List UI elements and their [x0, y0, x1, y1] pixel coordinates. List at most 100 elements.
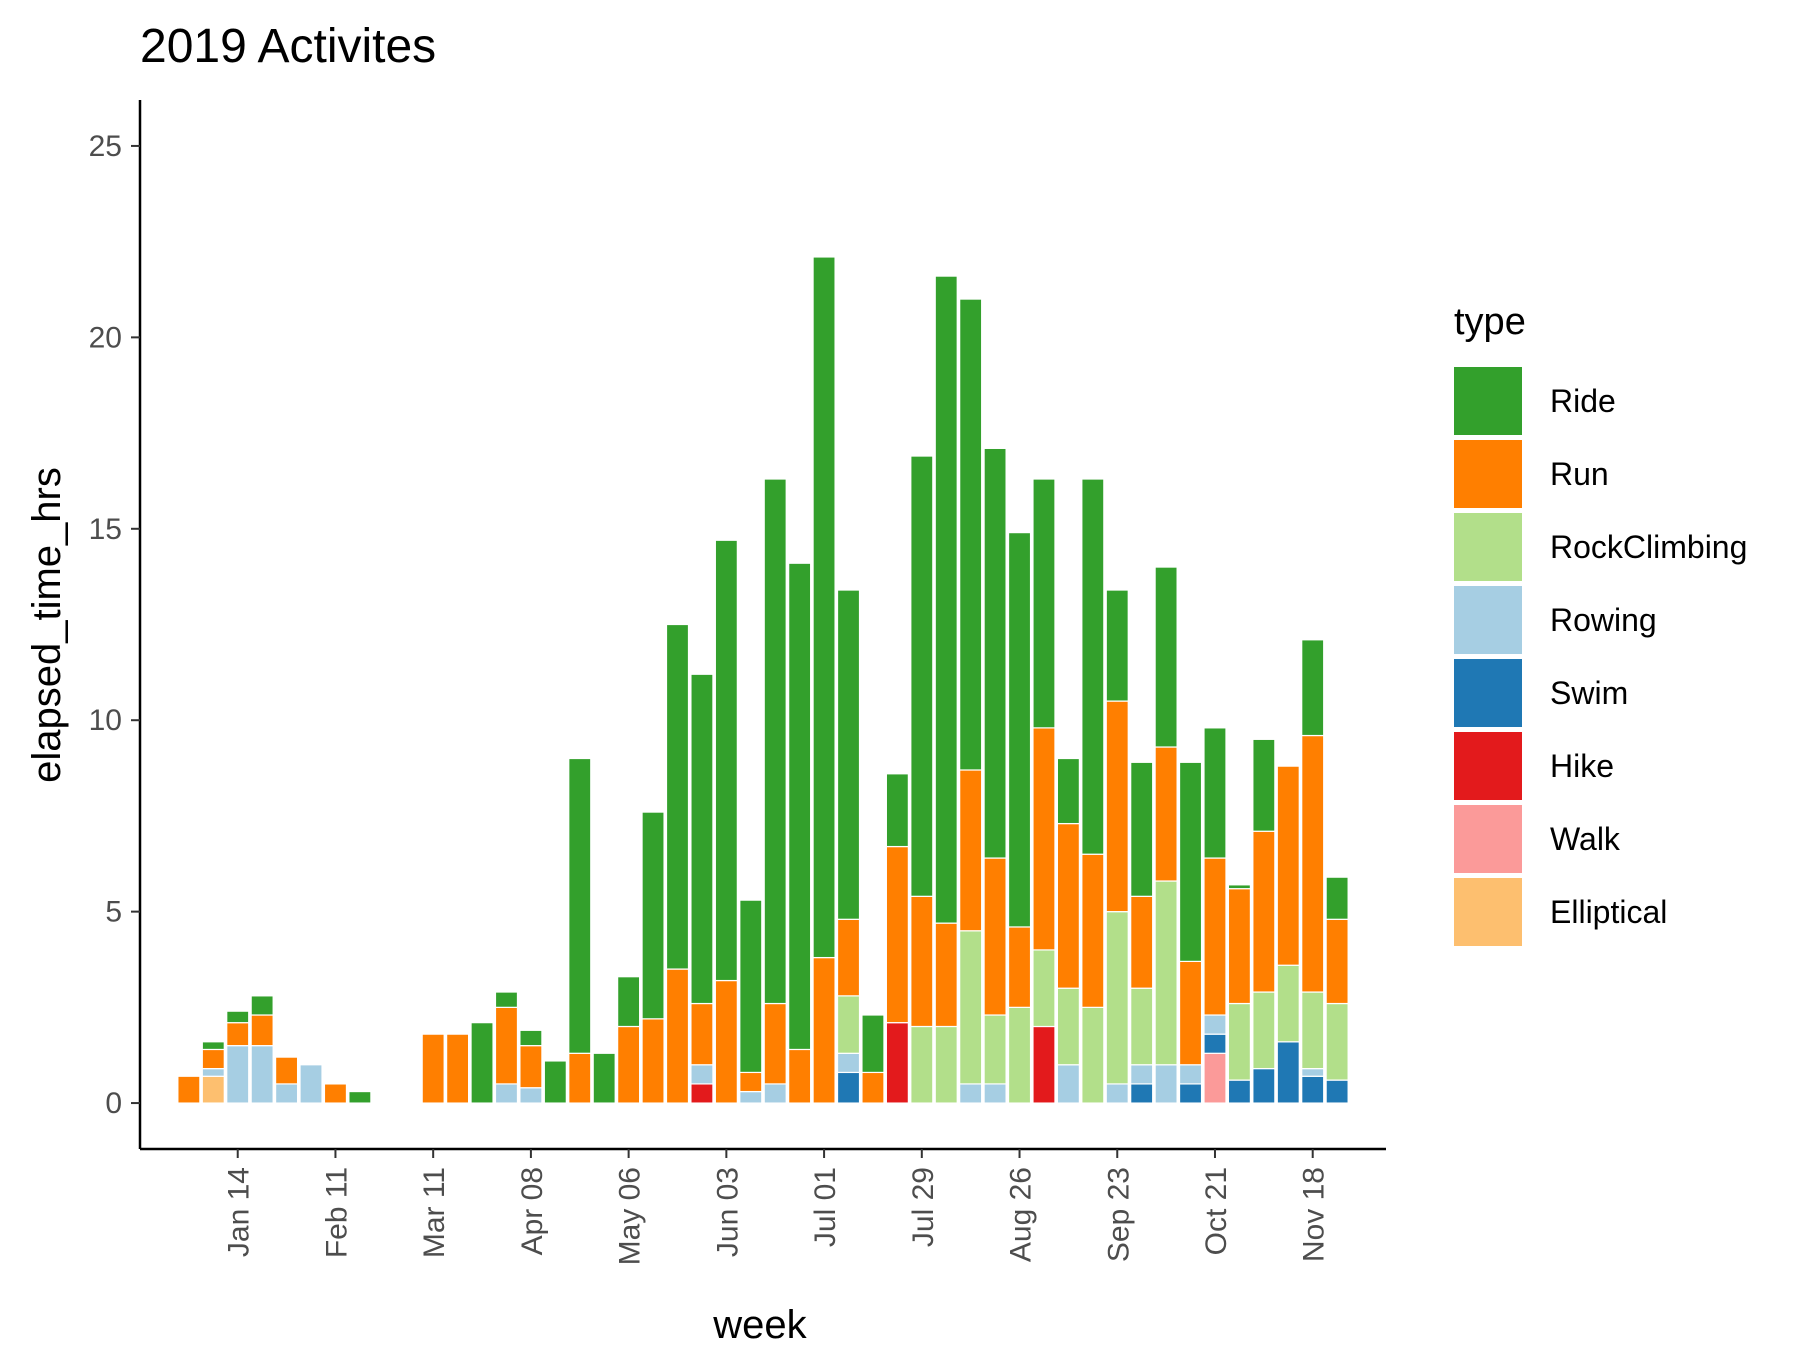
- bars-layer: [177, 256, 1349, 1104]
- legend-label-hike: Hike: [1550, 748, 1614, 784]
- bar-segment-run-2019-10-07: [1154, 746, 1178, 882]
- bar-segment-run-2019-11-25: [1325, 918, 1349, 1005]
- bar-segment-rowing-2019-09-30: [1130, 1064, 1154, 1085]
- bar-segment-rockclimbing-2019-09-02: [1032, 949, 1056, 1028]
- bar-segment-ride-2019-01-21: [250, 995, 274, 1016]
- bar-segment-run-2019-01-28: [274, 1056, 299, 1085]
- x-axis: Jan 14 Feb 11 Mar 11 Apr 08 May 06 Jun 03 Jul …: [140, 1147, 1386, 1265]
- legend-key-ride: [1454, 367, 1522, 435]
- bar-segment-run-2019-02-11: [323, 1083, 348, 1104]
- bar-segment-run-2019-03-11: [421, 1033, 445, 1104]
- bar-segment-rowing-2019-04-08: [519, 1087, 543, 1104]
- bar-segment-ride-2019-09-09: [1056, 757, 1080, 825]
- bar-segment-ride-2019-05-20: [665, 623, 690, 970]
- x-axis-title: week: [712, 1303, 807, 1347]
- bar-segment-rowing-2019-01-28: [274, 1083, 299, 1104]
- bar-segment-ride-2019-07-01: [812, 256, 836, 959]
- bar-segment-rowing-2019-11-18: [1301, 1067, 1325, 1077]
- bar-segment-run-2019-08-05: [934, 922, 958, 1028]
- bar-segment-ride-2019-11-04: [1252, 738, 1276, 832]
- bar-segment-run-2019-01-14: [226, 1022, 250, 1047]
- bar-segment-rockclimbing-2019-09-16: [1081, 1006, 1105, 1104]
- bar-segment-run-2019-01-07: [201, 1048, 225, 1070]
- bar-segment-rowing-2019-08-19: [983, 1083, 1007, 1104]
- bar-segment-run-2019-09-16: [1081, 853, 1105, 1008]
- bar-segment-swim-2019-10-28: [1227, 1079, 1252, 1104]
- legend-key-elliptical: [1454, 878, 1522, 946]
- bar-segment-rockclimbing-2019-11-25: [1325, 1002, 1349, 1081]
- bar-segment-ride-2019-11-18: [1301, 639, 1325, 737]
- bar-segment-rowing-2019-01-07: [201, 1067, 225, 1077]
- bar-segment-run-2019-01-21: [250, 1014, 274, 1047]
- bar-segment-rockclimbing-2019-11-04: [1252, 991, 1276, 1070]
- bar-segment-ride-2019-06-03: [714, 539, 738, 982]
- bar-segment-swim-2019-11-04: [1252, 1067, 1276, 1104]
- legend-label-run: Run: [1550, 456, 1609, 492]
- x-tick-label: Jan 14: [223, 1167, 256, 1257]
- bar-segment-ride-2019-01-14: [226, 1010, 250, 1024]
- bar-segment-run-2019-04-22: [568, 1052, 592, 1104]
- y-axis-title: elapsed_time_hrs: [25, 467, 69, 783]
- bar-segment-run-2019-05-06: [617, 1025, 641, 1104]
- x-tick-label: Jul 01: [809, 1167, 842, 1247]
- bar-segment-ride-2019-06-10: [739, 899, 763, 1074]
- bar-segment-hike-2019-09-02: [1032, 1025, 1056, 1104]
- bar-segment-rowing-2019-10-14: [1178, 1064, 1203, 1085]
- bar-segment-rockclimbing-2019-11-18: [1301, 991, 1325, 1070]
- bar-segment-ride-2019-09-16: [1081, 478, 1105, 855]
- x-tick-label: Feb 11: [321, 1167, 354, 1258]
- legend-label-rockclimbing: RockClimbing: [1550, 529, 1747, 565]
- bar-segment-rowing-2019-01-14: [226, 1045, 250, 1104]
- bar-segment-run-2019-08-12: [959, 769, 983, 932]
- bar-segment-hike-2019-07-22: [885, 1022, 909, 1104]
- legend-title: type: [1454, 301, 1526, 343]
- y-tick-label: 0: [105, 1087, 122, 1120]
- x-tick-label: Aug 26: [1005, 1167, 1038, 1262]
- bar-segment-run-2019-10-14: [1178, 960, 1203, 1066]
- bar-segment-ride-2019-03-25: [470, 1022, 494, 1104]
- bar-segment-rowing-2019-06-10: [739, 1090, 763, 1104]
- bar-segment-run-2019-04-08: [519, 1045, 543, 1089]
- bar-segment-rockclimbing-2019-09-09: [1056, 987, 1080, 1066]
- bar-segment-ride-2019-07-08: [836, 589, 861, 920]
- bar-segment-run-2019-06-24: [788, 1048, 812, 1104]
- bar-segment-rowing-2019-02-04: [299, 1064, 323, 1104]
- bar-segment-run-2019-07-01: [812, 956, 836, 1104]
- bar-segment-ride-2019-09-30: [1130, 761, 1154, 897]
- legend-key-rockclimbing: [1454, 513, 1522, 581]
- bar-segment-run-2019-09-09: [1056, 822, 1080, 989]
- bar-segment-ride-2019-05-27: [690, 673, 714, 1005]
- bar-segment-swim-2019-11-11: [1276, 1041, 1300, 1104]
- bar-segment-run-2019-03-18: [446, 1033, 470, 1104]
- bar-segment-rockclimbing-2019-11-11: [1276, 964, 1300, 1043]
- x-tick-label: Mar 11: [418, 1167, 451, 1258]
- bar-segment-run-2019-06-17: [763, 1002, 787, 1085]
- bar-segment-run-2019-05-20: [665, 968, 690, 1104]
- bar-segment-rockclimbing-2019-08-05: [934, 1025, 958, 1104]
- legend-label-ride: Ride: [1550, 383, 1616, 419]
- bar-segment-ride-2019-08-26: [1007, 532, 1032, 928]
- bar-segment-run-2019-10-28: [1227, 888, 1252, 1005]
- bar-segment-run-2019-10-21: [1203, 857, 1227, 1016]
- bar-segment-ride-2019-07-29: [910, 455, 934, 897]
- bar-segment-rowing-2019-07-08: [836, 1052, 861, 1074]
- legend-key-run: [1454, 440, 1522, 508]
- bar-segment-rowing-2019-06-17: [763, 1083, 787, 1104]
- bar-segment-run-2019-09-02: [1032, 727, 1056, 951]
- x-tick-label: Apr 08: [516, 1167, 549, 1255]
- bar-segment-rockclimbing-2019-09-23: [1105, 911, 1129, 1085]
- bar-segment-ride-2019-05-06: [617, 976, 641, 1028]
- bar-segment-run-2019-05-27: [690, 1002, 714, 1066]
- bar-segment-run-2019-09-30: [1130, 895, 1154, 989]
- bar-segment-rowing-2019-10-21: [1203, 1014, 1227, 1035]
- legend: type Ride Run RockClimbing Rowing Swim Hike Wa…: [1454, 301, 1747, 946]
- bar-segment-ride-2019-01-07: [201, 1041, 225, 1051]
- bar-segment-ride-2019-08-19: [983, 447, 1007, 859]
- bar-segment-run-2019-04-01: [494, 1006, 519, 1085]
- bar-segment-rowing-2019-05-27: [690, 1064, 714, 1085]
- bar-segment-run-2019-07-15: [861, 1071, 885, 1104]
- legend-label-rowing: Rowing: [1550, 602, 1657, 638]
- x-tick-label: Jul 29: [907, 1167, 940, 1247]
- bar-segment-swim-2019-11-25: [1325, 1079, 1349, 1104]
